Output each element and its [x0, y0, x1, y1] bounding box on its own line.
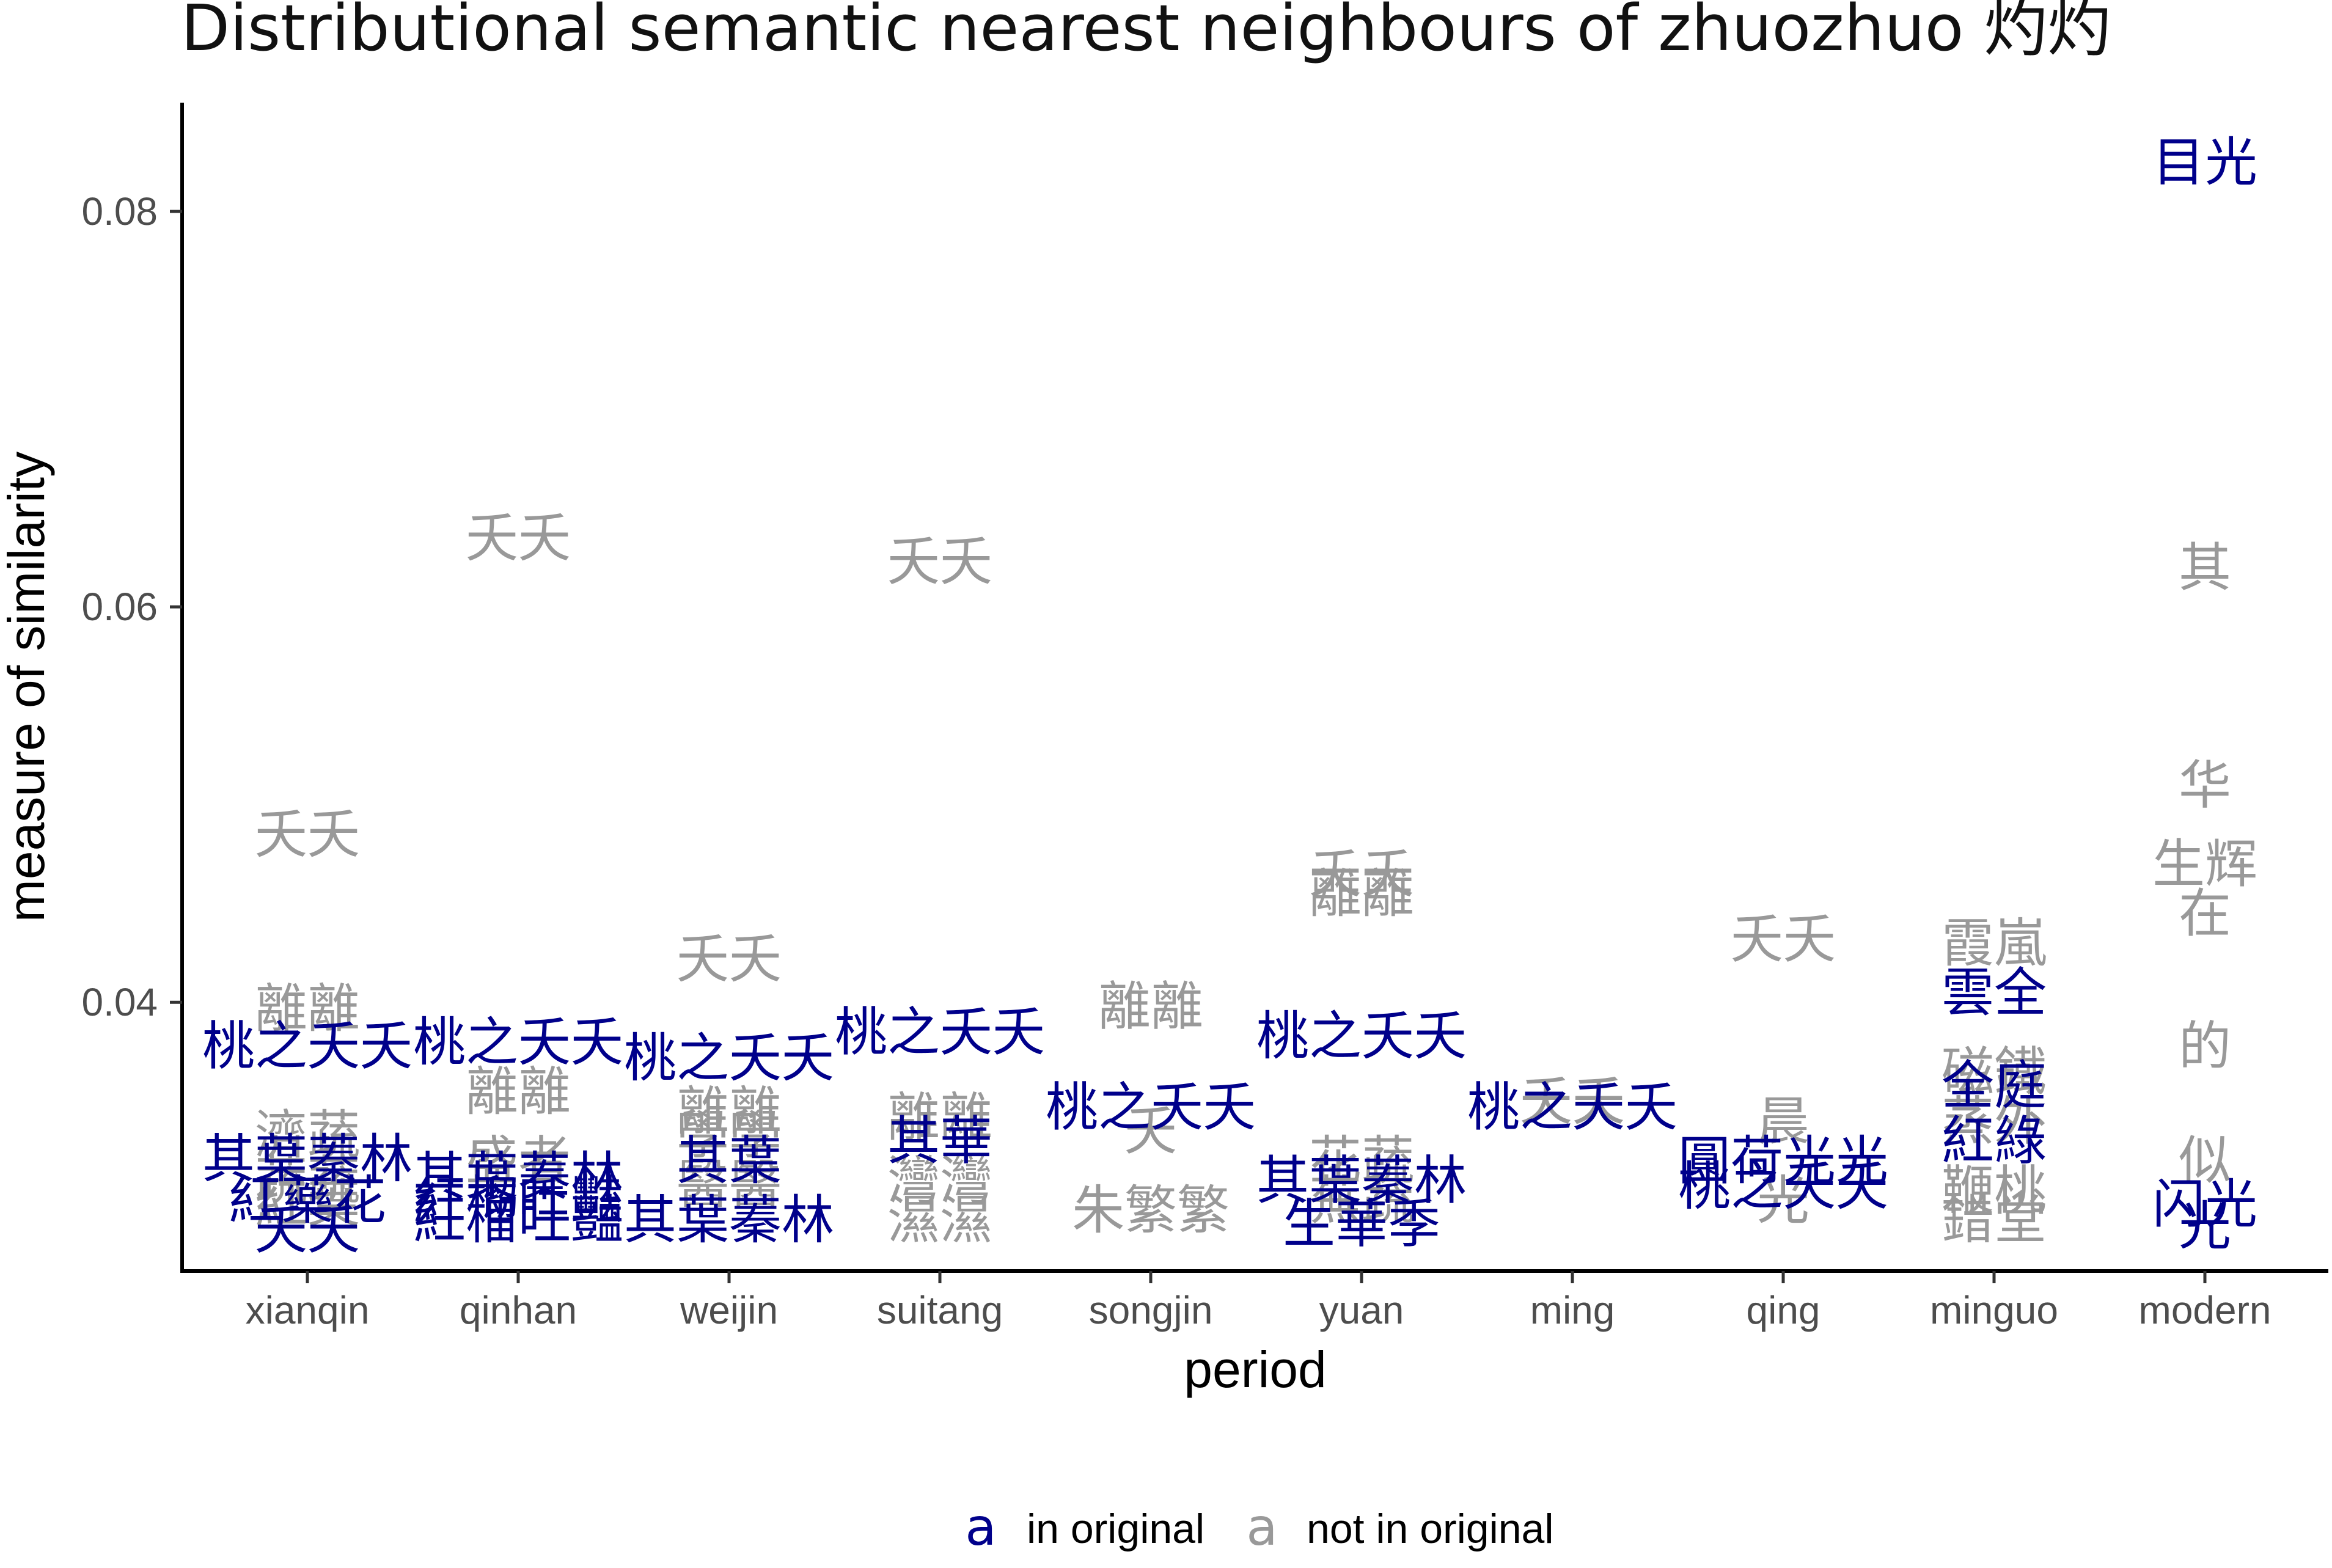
data-point-label: 夭夭 — [887, 532, 992, 593]
data-point-label: 夭夭 — [676, 929, 782, 990]
data-point-label: 蒸外 — [1942, 1091, 2047, 1152]
x-tick-label: songjin — [1089, 1288, 1213, 1332]
data-point-label: 夭夭 — [466, 508, 571, 569]
x-tick-label: minguo — [1930, 1288, 2058, 1332]
data-point-label: 桃之夭夭 — [413, 1012, 623, 1073]
data-point-label: 離離 — [466, 1061, 571, 1123]
data-point-label: 紅藥花 — [229, 1170, 386, 1231]
y-tick-label: 0.08 — [81, 189, 158, 233]
x-tick-label: qing — [1747, 1288, 1821, 1332]
data-point-label: 離離 — [255, 978, 360, 1039]
data-point-label: 紅榴吐豔 — [413, 1170, 623, 1231]
x-tick-label: modern — [2139, 1288, 2272, 1332]
data-point-label: 紅綠 — [1942, 1111, 2047, 1172]
data-point-label: 桃之夭夭 — [1467, 1077, 1678, 1138]
y-axis-ticks: 0.04 0.06 0.08 — [81, 189, 182, 1024]
data-point-label: 霞嵐 — [1942, 913, 2047, 974]
data-point-label: 其 — [2179, 537, 2231, 598]
data-point-label: 圓荷光光 — [1678, 1130, 1888, 1192]
data-point-label: 闪光 — [2152, 1174, 2257, 1235]
data-points: 夭夭離離濟蔬蔬蔬紅葉夭夭離離盛者夭夭離離學學醫醫夭夭離離灣灣濕濕離離夭朱繁繁夭夭… — [202, 132, 2257, 1261]
data-point-label: 桃之夭夭 — [1678, 1156, 1888, 1217]
data-point-label: 目光 — [2152, 132, 2257, 193]
data-point-label: 紅榴吐豔 — [413, 1190, 623, 1251]
data-point-label: 磁鐵 — [1942, 1041, 2047, 1102]
data-point-label: 晨 — [1757, 1091, 1810, 1152]
y-tick-label: 0.06 — [81, 585, 158, 629]
data-point-label: 全庭 — [1942, 1055, 2047, 1116]
data-point-label: 蕪蔬 — [1309, 1170, 1414, 1231]
data-point-label: 光 — [2179, 1196, 2231, 1257]
x-tick-label: xianqin — [246, 1288, 370, 1332]
data-point-label: 濟蔬 — [255, 1105, 360, 1166]
y-tick-label: 0.04 — [81, 980, 158, 1024]
data-point-label: 似 — [2179, 1130, 2231, 1192]
legend-label-not-in-original: not in original — [1307, 1506, 1553, 1552]
data-point-label: 光 — [1757, 1170, 1810, 1231]
data-point-label: 桃之夭夭 — [1256, 1006, 1467, 1067]
data-point-label: 學學 — [676, 1105, 782, 1166]
data-point-label: 花蔬 — [1309, 1130, 1414, 1192]
x-tick-label: yuan — [1319, 1288, 1404, 1332]
data-point-label: 其葉蓁林 — [202, 1129, 413, 1190]
data-point-label: 其葉 — [676, 1130, 782, 1192]
legend: a in original a not in original — [965, 1497, 1553, 1557]
data-point-label: 灣灣 — [887, 1150, 992, 1211]
data-point-label: 夭夭 — [1309, 844, 1414, 905]
data-point-label: 夭 — [1124, 1101, 1177, 1162]
data-point-label: 桃之夭夭 — [1046, 1077, 1256, 1138]
data-point-label: 盛者 — [466, 1130, 571, 1192]
legend-key-in-original: a — [965, 1497, 996, 1557]
data-point-label: 生華季 — [1283, 1194, 1440, 1255]
data-point-label: 離離 — [887, 1087, 992, 1148]
data-point-label: 鞭桃 — [1942, 1160, 2047, 1222]
data-point-label: 夭夭 — [1731, 909, 1836, 970]
data-point-label: 桃之夭夭 — [624, 1028, 834, 1089]
data-point-label: 的 — [2179, 1016, 2231, 1077]
data-point-label: 桃之夭夭 — [835, 1002, 1045, 1063]
legend-key-not-in-original: a — [1246, 1497, 1277, 1557]
data-point-label: 夭夭 — [1520, 1071, 1625, 1132]
data-point-label: 錯堂 — [1942, 1190, 2047, 1251]
x-tick-label: ming — [1530, 1288, 1615, 1332]
x-axis-ticks: xianqin qinhan weijin suitang songjin yuan min… — [246, 1271, 2272, 1332]
x-tick-label: qinhan — [460, 1288, 577, 1332]
y-axis-title: measure of similarity — [0, 452, 55, 922]
data-point-label: 離離 — [676, 1081, 782, 1142]
x-tick-label: weijin — [680, 1288, 778, 1332]
data-point-label: 離離 — [1309, 863, 1414, 925]
data-point-label: 其華 — [887, 1111, 992, 1172]
data-point-label: 在 — [2179, 884, 2231, 945]
chart-title: Distributional semantic nearest neighbou… — [181, 0, 2111, 65]
data-point-label: 離離 — [1098, 976, 1203, 1038]
x-axis-title: period — [1184, 1341, 1327, 1398]
data-point-label: 其葉蓁林 — [1256, 1150, 1467, 1211]
data-point-label: 濕濕 — [887, 1190, 992, 1251]
x-tick-label: suitang — [877, 1288, 1003, 1332]
data-point-label: 紅葉 — [255, 1174, 360, 1235]
data-point-label: 夭夭 — [255, 1200, 360, 1261]
data-point-label: 其葉蓁林 — [413, 1146, 623, 1207]
data-point-label: 桃之夭夭 — [202, 1016, 413, 1077]
data-point-label: 醫醫 — [676, 1154, 782, 1215]
data-point-label: 蔬蔬 — [255, 1150, 360, 1211]
data-point-label: 夭夭 — [255, 804, 360, 865]
data-point-label: 朱繁繁 — [1072, 1180, 1230, 1241]
legend-label-in-original: in original — [1027, 1506, 1204, 1552]
data-point-label: 生辉 — [2152, 834, 2257, 895]
data-point-label: 华 — [2179, 755, 2231, 816]
data-point-label: 其葉蓁林 — [624, 1190, 834, 1251]
data-point-label: 雲全 — [1942, 962, 2047, 1024]
